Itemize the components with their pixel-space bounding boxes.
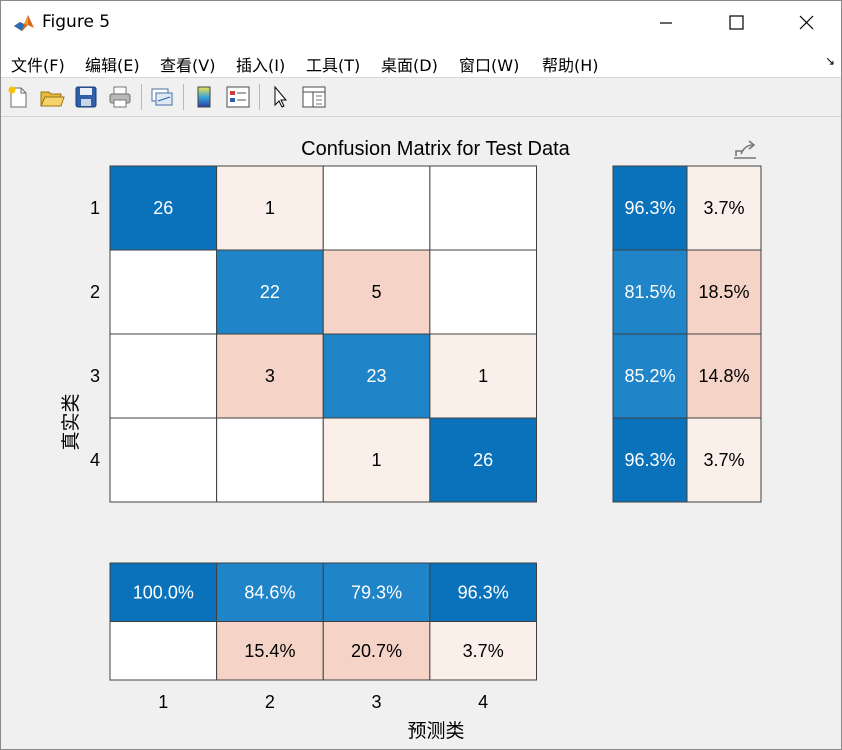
- menu-tools[interactable]: 工具(T): [306, 56, 361, 75]
- row-summary-cell: [686, 333, 762, 419]
- column-summary-cell: [429, 562, 537, 622]
- row-summary-value: 96.3%: [624, 450, 675, 470]
- open-file-icon[interactable]: [39, 84, 65, 110]
- toolbar: [1, 78, 841, 117]
- matrix-cell: [429, 333, 537, 419]
- property-inspector-icon[interactable]: [301, 84, 327, 110]
- cell-value: 1: [478, 366, 488, 386]
- row-tick-label: 3: [90, 366, 100, 386]
- column-summary-cell: [322, 621, 431, 681]
- matlab-logo-icon: [13, 12, 35, 34]
- matrix-cell: [109, 249, 218, 335]
- dock-arrow-icon[interactable]: ↘: [824, 54, 835, 68]
- row-summary-cell: [686, 165, 762, 251]
- minimize-icon[interactable]: [631, 1, 701, 45]
- maximize-icon[interactable]: [701, 1, 771, 45]
- cell-value: 22: [260, 282, 280, 302]
- row-summary-value: 18.5%: [698, 282, 749, 302]
- menu-file[interactable]: 文件(F): [11, 56, 65, 75]
- column-summary-cell: [216, 562, 324, 622]
- row-summary-cell: [686, 249, 762, 335]
- matrix-cell: [216, 417, 324, 503]
- row-tick-label: 2: [90, 282, 100, 302]
- row-summary-value: 3.7%: [703, 450, 744, 470]
- row-summary-cell: [686, 417, 762, 503]
- toolbar-separator: [183, 84, 184, 110]
- export-icon[interactable]: [730, 136, 760, 164]
- x-axis-label: 预测类: [407, 720, 464, 742]
- column-tick-label: 1: [158, 692, 168, 712]
- cell-value: 23: [367, 366, 387, 386]
- column-summary-cell: [109, 562, 218, 622]
- menu-help[interactable]: 帮助(H): [542, 56, 599, 75]
- column-tick-label: 2: [265, 692, 275, 712]
- row-summary-value: 3.7%: [703, 198, 744, 218]
- row-tick-label: 1: [90, 198, 100, 218]
- matrix-cell: [109, 165, 218, 251]
- cell-value: 3: [265, 366, 275, 386]
- title-bar: Figure 5: [1, 1, 841, 45]
- column-summary-value: 15.4%: [244, 641, 295, 661]
- column-tick-label: 4: [478, 692, 488, 712]
- y-axis-label: 真实类: [60, 393, 82, 450]
- row-summary-value: 14.8%: [698, 366, 749, 386]
- matrix-cell: [216, 249, 324, 335]
- column-tick-label: 3: [372, 692, 382, 712]
- matrix-cell: [109, 333, 218, 419]
- row-summary-cell: [612, 165, 688, 251]
- matrix-cell: [429, 165, 537, 251]
- menu-desktop[interactable]: 桌面(D): [381, 56, 438, 75]
- matrix-cell: [322, 417, 431, 503]
- menu-insert[interactable]: 插入(I): [236, 56, 286, 75]
- matrix-cell: [429, 417, 537, 503]
- row-summary-value: 96.3%: [624, 198, 675, 218]
- legend-icon[interactable]: [225, 84, 251, 110]
- column-summary-value: 79.3%: [351, 582, 402, 602]
- column-summary-value: 100.0%: [133, 582, 194, 602]
- column-summary-value: 84.6%: [244, 582, 295, 602]
- matrix-cell: [109, 417, 218, 503]
- menu-window[interactable]: 窗口(W): [459, 56, 520, 75]
- row-summary-value: 81.5%: [624, 282, 675, 302]
- row-tick-label: 4: [90, 450, 100, 470]
- matrix-cell: [429, 249, 537, 335]
- colorbar-icon[interactable]: [191, 84, 217, 110]
- toolbar-separator: [259, 84, 260, 110]
- cell-value: 1: [372, 450, 382, 470]
- chart-title: Confusion Matrix for Test Data: [301, 138, 570, 160]
- column-summary-value: 3.7%: [463, 641, 504, 661]
- row-summary-cell: [612, 417, 688, 503]
- matrix-cell: [322, 165, 431, 251]
- matrix-cell: [322, 249, 431, 335]
- menu-edit[interactable]: 编辑(E): [85, 56, 140, 75]
- window-title: Figure 5: [42, 12, 111, 32]
- column-summary-value: 20.7%: [351, 641, 402, 661]
- save-icon[interactable]: [73, 84, 99, 110]
- new-figure-icon[interactable]: [5, 84, 31, 110]
- link-plot-icon[interactable]: [149, 84, 175, 110]
- cell-value: 26: [153, 198, 173, 218]
- row-summary-value: 85.2%: [624, 366, 675, 386]
- column-summary-value: 96.3%: [458, 582, 509, 602]
- column-summary-cell: [429, 621, 537, 681]
- close-icon[interactable]: [771, 1, 841, 45]
- column-summary-cell: [109, 621, 218, 681]
- cell-value: 5: [372, 282, 382, 302]
- toolbar-separator: [141, 84, 142, 110]
- cell-value: 1: [265, 198, 275, 218]
- menu-view[interactable]: 查看(V): [160, 56, 216, 75]
- cell-value: 26: [473, 450, 493, 470]
- menu-bar: 文件(F) 编辑(E) 查看(V) 插入(I) 工具(T) 桌面(D) 窗口(W…: [1, 45, 841, 78]
- column-summary-cell: [216, 621, 324, 681]
- row-summary-cell: [612, 333, 688, 419]
- pointer-icon[interactable]: [267, 84, 293, 110]
- matrix-cell: [216, 333, 324, 419]
- print-icon[interactable]: [107, 84, 133, 110]
